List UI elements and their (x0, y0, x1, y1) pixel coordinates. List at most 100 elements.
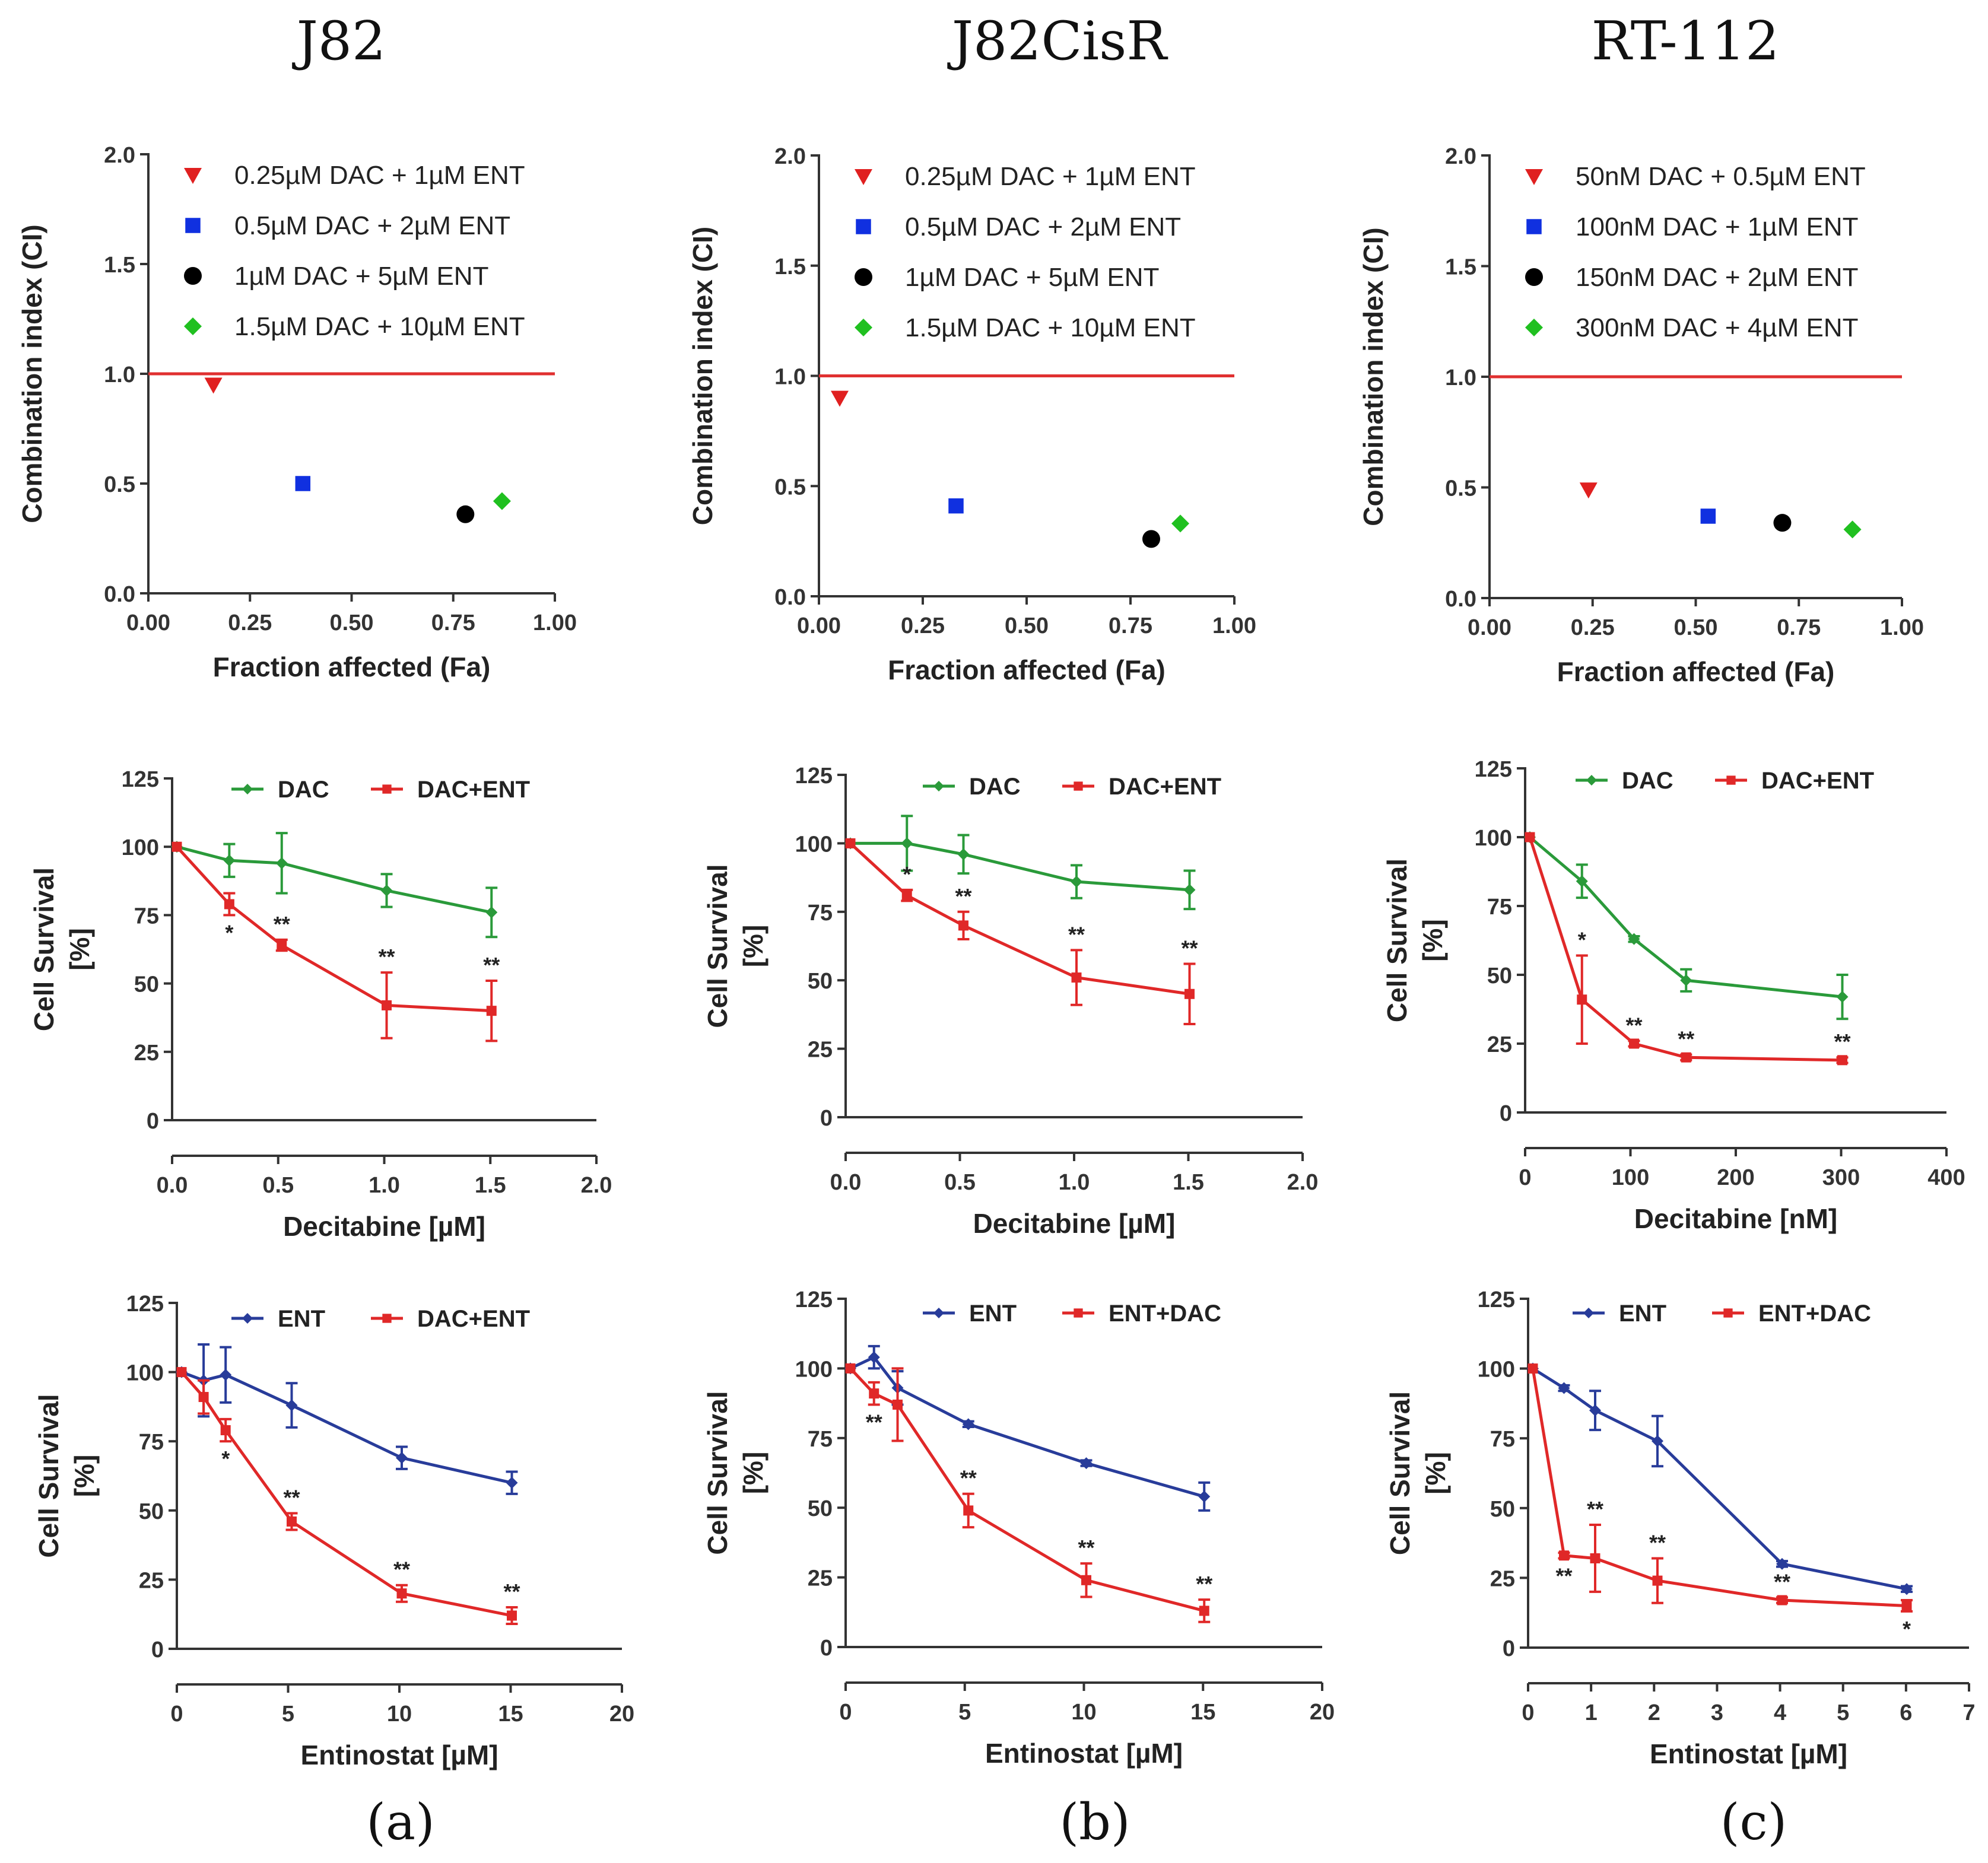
dac-j82cisr-xtick-label-2: 1.0 (1059, 1170, 1090, 1195)
ent-j82-point-1-1 (198, 1392, 209, 1403)
dac-j82cisr-legend-marker-0 (933, 781, 944, 791)
ci-rt112-legend-label-2: 150nM DAC + 2µM ENT (1576, 263, 1859, 292)
ent-rt112-point-0-4 (1776, 1557, 1788, 1570)
ci-j82cisr-legend-marker-3 (855, 319, 872, 336)
dac-j82cisr-point-0-1 (901, 837, 913, 850)
ci-rt112-ytick-label-2: 1.0 (1445, 365, 1476, 390)
ci-j82-ytick-label-3: 1.5 (104, 253, 135, 278)
dac-rt112-ytick-label-0: 0 (1500, 1101, 1512, 1126)
dac-rt112-y-label-line1: Cell Survival (1382, 859, 1412, 1022)
ent-rt112-xtick-label-1: 1 (1585, 1700, 1598, 1725)
ci-j82-ytick-label-2: 1.0 (104, 363, 135, 387)
dac-j82-series-line-0 (176, 845, 492, 914)
ci-j82-legend-marker-2 (184, 267, 202, 285)
ent-j82cisr-point-0-3 (962, 1418, 974, 1430)
ci-j82-ytick-label-4: 2.0 (104, 143, 135, 168)
dac-j82-xtick-label-1: 0.5 (262, 1173, 294, 1198)
dac-j82-point-0-1 (223, 854, 236, 867)
ent-rt112-legend-marker-0 (1583, 1308, 1594, 1318)
dac-rt112-ytick-label-1: 25 (1487, 1032, 1512, 1057)
ent-j82cisr-x-label: Entinostat [µM] (985, 1738, 1183, 1769)
ent-j82cisr-xtick-label-4: 20 (1310, 1700, 1335, 1725)
ent-rt112-legend-label-1: ENT+DAC (1758, 1301, 1871, 1327)
ci-j82-xtick-label-3: 0.75 (431, 611, 475, 635)
ci-rt112-xtick-label-2: 0.50 (1674, 615, 1718, 640)
dac-j82-significance-1: * (225, 920, 233, 945)
dac-j82-significance-2: ** (274, 912, 290, 936)
ent-rt112-point-0-1 (1558, 1382, 1570, 1394)
ent-j82cisr-legend-label-0: ENT (969, 1301, 1017, 1327)
ent-rt112-significance-4: ** (1774, 1569, 1790, 1594)
dac-rt112-ytick-label-3: 75 (1487, 895, 1512, 920)
dac-j82-point-1-2 (277, 940, 287, 950)
dac-rt112-xtick-label-0: 0 (1519, 1165, 1531, 1190)
dac-rt112-point-0-3 (1680, 974, 1692, 987)
dac-j82-legend-label-0: DAC (278, 777, 329, 803)
panel-label-a: (a) (366, 1793, 435, 1851)
ent-j82cisr-ytick-label-5: 125 (795, 1287, 833, 1312)
dac-rt112-point-1-4 (1837, 1055, 1847, 1066)
ci-j82cisr-legend-label-2: 1µM DAC + 5µM ENT (905, 263, 1159, 292)
ent-j82cisr-ytick-label-2: 50 (808, 1496, 833, 1521)
ci-j82cisr-xtick-label-1: 0.25 (901, 613, 945, 638)
dac-rt112-significance-1: * (1578, 928, 1586, 952)
ci-rt112-xtick-label-4: 1.00 (1880, 615, 1924, 640)
ent-rt112-xtick-label-5: 5 (1837, 1700, 1849, 1725)
ci-j82-point-0 (204, 377, 223, 394)
dac-j82-ytick-label-2: 50 (134, 972, 159, 997)
ent-j82cisr-significance-1: ** (866, 1410, 882, 1434)
ent-j82-xtick-label-4: 20 (609, 1702, 634, 1727)
ent-j82cisr-xtick-label-1: 5 (958, 1700, 971, 1725)
ent-j82cisr-xtick-label-3: 15 (1190, 1700, 1215, 1725)
column-title-rt112: RT-112 (1592, 10, 1780, 72)
ent-j82-legend-label-1: DAC+ENT (417, 1306, 530, 1332)
dac-rt112-significance-2: ** (1625, 1013, 1642, 1037)
dac-j82-y-label-line1: Cell Survival (28, 867, 59, 1031)
ent-rt112-ytick-label-4: 100 (1478, 1357, 1515, 1382)
ent-j82-significance-4: ** (393, 1557, 410, 1582)
dac-j82-significance-4: ** (483, 953, 500, 977)
ent-rt112-point-0-2 (1589, 1404, 1601, 1417)
ci-j82cisr-xtick-label-2: 0.50 (1005, 613, 1049, 638)
dac-j82cisr-significance-2: ** (955, 884, 971, 908)
ent-j82-point-1-4 (396, 1588, 407, 1599)
ent-j82-point-1-0 (176, 1367, 187, 1378)
dac-j82-significance-3: ** (378, 945, 395, 969)
ci-rt112-ytick-label-1: 0.5 (1445, 476, 1476, 501)
ent-j82-series-line-0 (181, 1371, 513, 1484)
dac-j82-legend-label-1: DAC+ENT (417, 777, 530, 803)
ci-j82cisr-xtick-label-3: 0.75 (1109, 613, 1152, 638)
dac-j82-xtick-label-2: 1.0 (369, 1173, 400, 1198)
ent-j82-point-0-5 (506, 1477, 518, 1489)
ent-rt112-ytick-label-5: 125 (1478, 1287, 1515, 1312)
ent-rt112-significance-3: ** (1649, 1530, 1666, 1554)
ent-j82-xtick-label-2: 10 (387, 1702, 412, 1727)
ent-j82cisr-legend-marker-1 (1074, 1308, 1083, 1318)
dac-j82cisr-legend-label-0: DAC (969, 774, 1021, 800)
ci-j82-ytick-label-1: 0.5 (104, 472, 135, 497)
dac-j82cisr-xtick-label-4: 2.0 (1287, 1170, 1319, 1195)
ent-j82-xtick-label-3: 15 (498, 1702, 523, 1727)
ent-rt112-point-1-5 (1901, 1600, 1912, 1611)
dac-j82-y-label-line2: [%] (64, 928, 95, 971)
dac-j82-ytick-label-1: 25 (134, 1041, 159, 1066)
panel-label-b: (b) (1059, 1793, 1130, 1851)
ent-j82cisr-point-1-3 (963, 1505, 974, 1516)
ent-j82-ytick-label-3: 75 (139, 1430, 164, 1455)
chart-ci-j82cisr: 0.0 0.5 1.0 1.5 2.0 0.00 0.25 0.50 0.75 1.00 0.25µ… (687, 144, 1256, 685)
ent-rt112-point-0-3 (1652, 1435, 1663, 1447)
ent-rt112-series-line-0 (1532, 1367, 1907, 1591)
ci-rt112-x-label: Fraction affected (Fa) (1557, 656, 1835, 687)
ent-j82-point-0-2 (220, 1369, 232, 1381)
ent-j82-legend-marker-1 (382, 1314, 392, 1323)
ent-j82cisr-legend-label-1: ENT+DAC (1109, 1301, 1221, 1327)
dac-rt112-xtick-label-4: 400 (1927, 1165, 1965, 1190)
ci-j82-xtick-label-1: 0.25 (228, 611, 272, 635)
ci-j82cisr-point-3 (1171, 514, 1189, 533)
ent-rt112-xtick-label-0: 0 (1522, 1700, 1534, 1725)
dac-j82cisr-ytick-label-5: 125 (795, 764, 833, 789)
ci-j82-y-label: Combination index (CI) (17, 224, 47, 523)
